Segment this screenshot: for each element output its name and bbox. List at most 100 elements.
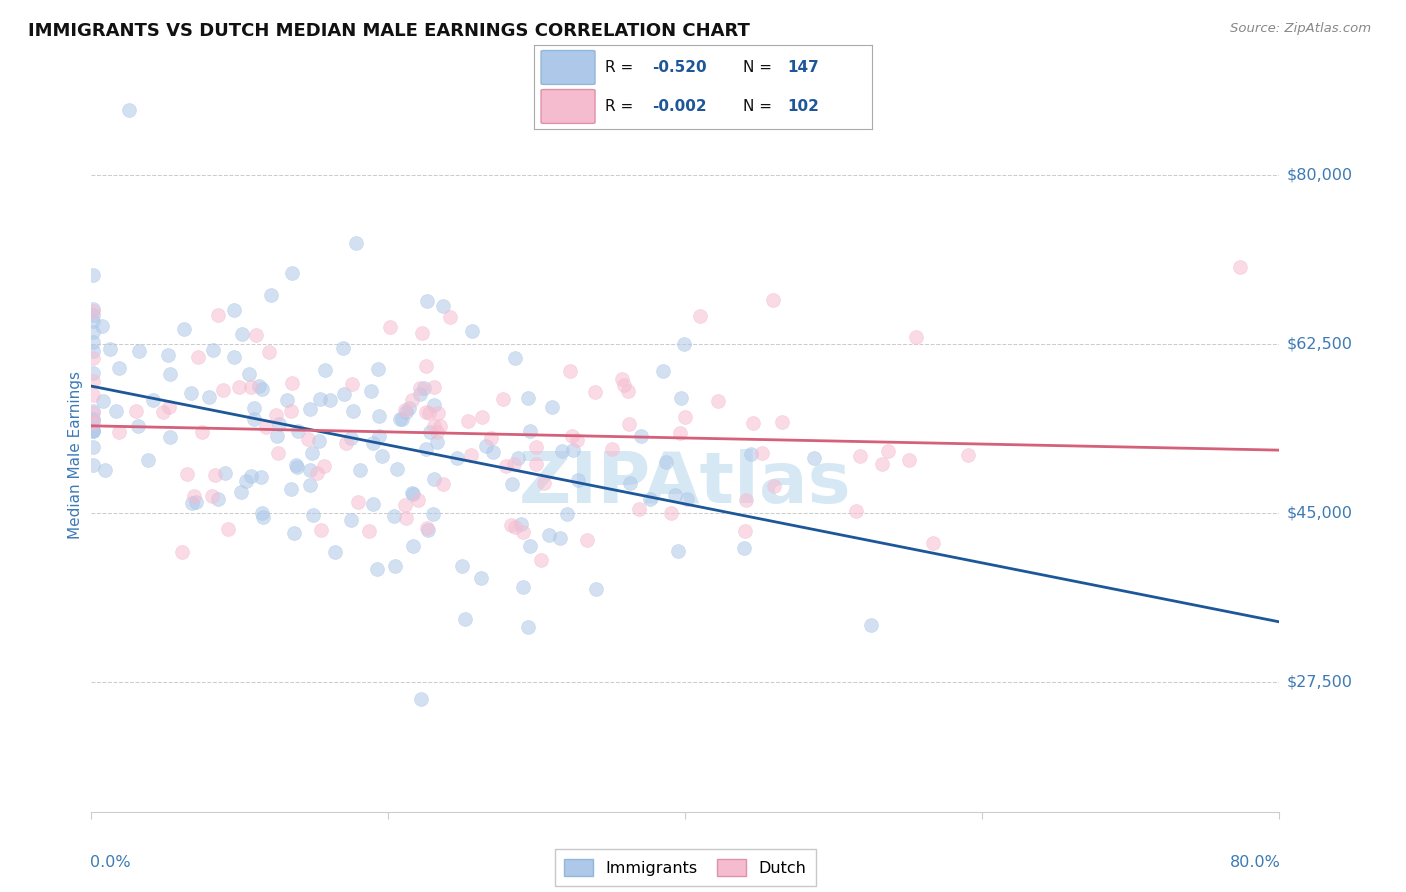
Point: [576, 533, 599, 548]
Point: [243, 401, 266, 415]
Point: [557, 507, 579, 521]
Point: [222, 350, 245, 364]
Point: [247, 378, 270, 392]
Point: [565, 433, 588, 447]
Point: [201, 343, 224, 358]
Point: [395, 405, 418, 419]
Point: [707, 394, 730, 409]
Point: [475, 439, 498, 453]
Point: [460, 448, 482, 462]
Point: [619, 417, 641, 431]
Point: [501, 517, 523, 532]
Point: [762, 479, 785, 493]
Point: [82, 412, 104, 426]
Point: [266, 409, 288, 423]
Point: [508, 451, 530, 466]
Point: [82, 367, 104, 381]
Point: [669, 391, 692, 405]
Point: [267, 417, 290, 431]
Point: [243, 412, 266, 426]
Point: [922, 536, 945, 550]
Point: [742, 416, 765, 430]
Point: [733, 541, 755, 556]
Point: [302, 508, 325, 523]
Point: [104, 404, 127, 418]
Point: [280, 404, 302, 418]
Point: [118, 103, 141, 117]
Text: Source: ZipAtlas.com: Source: ZipAtlas.com: [1230, 22, 1371, 36]
Point: [668, 543, 690, 558]
Point: [207, 308, 229, 322]
Point: [567, 473, 589, 487]
Point: [524, 457, 547, 471]
Point: [342, 404, 364, 418]
Point: [222, 303, 245, 318]
Point: [344, 235, 367, 250]
Point: [82, 424, 104, 438]
Point: [309, 392, 332, 406]
Text: 102: 102: [787, 99, 820, 114]
Point: [655, 454, 678, 468]
Point: [128, 344, 150, 359]
Point: [314, 363, 336, 377]
Point: [90, 319, 112, 334]
Point: [613, 377, 636, 392]
Point: [640, 491, 662, 506]
Point: [411, 326, 433, 341]
FancyBboxPatch shape: [541, 51, 595, 85]
Point: [422, 380, 444, 394]
Point: [180, 495, 202, 509]
Point: [340, 513, 363, 527]
Point: [82, 326, 104, 340]
Point: [406, 493, 429, 508]
Point: [152, 405, 174, 419]
Point: [257, 345, 280, 359]
Point: [524, 441, 547, 455]
Text: N =: N =: [744, 99, 778, 114]
Y-axis label: Median Male Earnings: Median Male Earnings: [67, 371, 83, 539]
Point: [280, 482, 302, 496]
Point: [501, 477, 523, 491]
Point: [492, 392, 515, 407]
Point: [401, 393, 423, 408]
Text: ZIPAtlas: ZIPAtlas: [519, 449, 852, 518]
Point: [482, 445, 505, 459]
Text: 147: 147: [787, 60, 820, 75]
Point: [173, 322, 195, 336]
Point: [423, 419, 446, 434]
Point: [416, 294, 439, 309]
Point: [652, 364, 675, 378]
Point: [252, 509, 274, 524]
Point: [367, 429, 389, 443]
Text: -0.002: -0.002: [652, 99, 707, 114]
Point: [285, 459, 308, 474]
Text: 0.0%: 0.0%: [90, 855, 131, 870]
Text: $27,500: $27,500: [1286, 674, 1353, 689]
Point: [439, 310, 461, 324]
Point: [184, 494, 207, 508]
Point: [82, 313, 104, 327]
Point: [159, 367, 181, 381]
Point: [409, 387, 432, 401]
Point: [201, 490, 224, 504]
Point: [94, 462, 117, 476]
Point: [512, 524, 534, 539]
Point: [82, 424, 104, 438]
Point: [422, 508, 444, 522]
Point: [495, 459, 517, 474]
Point: [457, 414, 479, 428]
Point: [82, 351, 104, 365]
Point: [600, 442, 623, 457]
Point: [659, 506, 682, 520]
Point: [423, 472, 446, 486]
Point: [426, 406, 449, 420]
Point: [426, 425, 449, 439]
Point: [298, 463, 321, 477]
Legend: Immigrants, Dutch: Immigrants, Dutch: [555, 849, 815, 886]
Point: [198, 390, 221, 404]
Point: [415, 405, 437, 419]
Point: [415, 442, 437, 456]
Point: [505, 520, 527, 534]
Point: [229, 485, 252, 500]
Point: [876, 443, 898, 458]
